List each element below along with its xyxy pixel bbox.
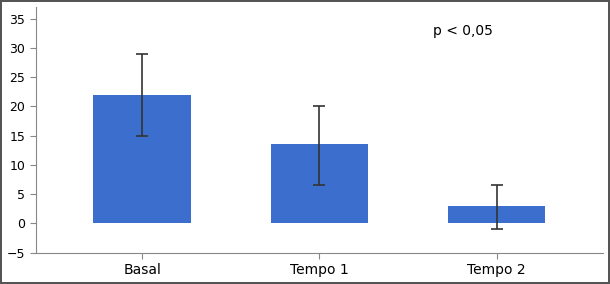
Bar [93,95,191,224]
Bar [271,145,368,224]
Text: p < 0,05: p < 0,05 [433,24,493,38]
Bar [448,206,545,224]
